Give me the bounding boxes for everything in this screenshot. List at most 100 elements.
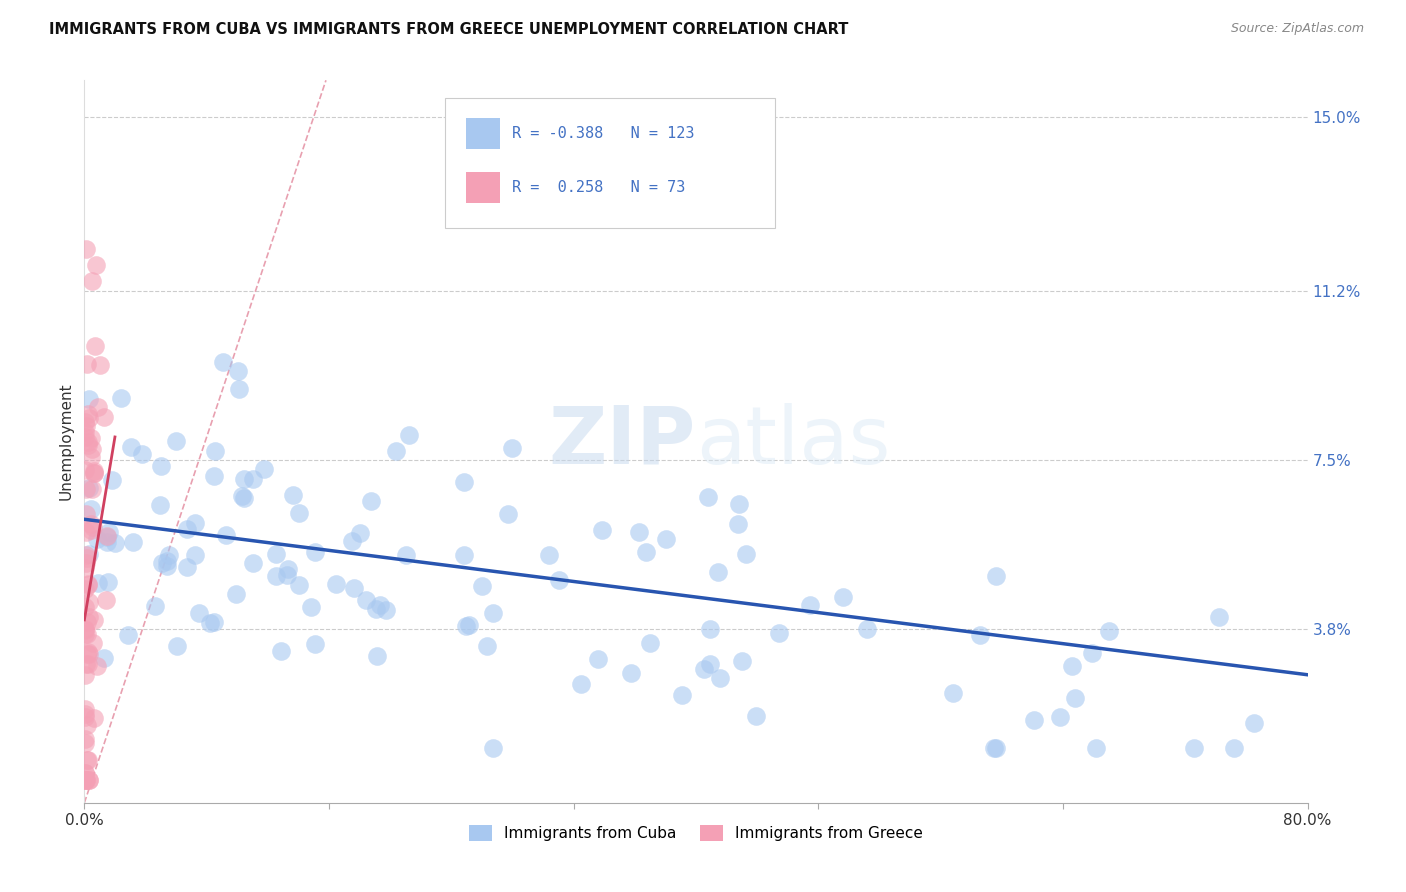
Point (86, 533, 108, 547)
Point (202, 615, 225, 629)
Point (83, 464, 105, 478)
Point (76, 407, 98, 421)
Point (165, 434, 187, 448)
Point (620, 665, 643, 680)
Point (1208, 609, 1230, 624)
Point (77, 594, 100, 608)
Point (77, 481, 100, 495)
Point (75, 622, 97, 636)
Point (288, 506, 311, 520)
Point (75, 772, 97, 787)
Point (82, 519, 104, 533)
Point (655, 533, 678, 547)
Point (77, 578, 100, 592)
Point (264, 569, 287, 583)
Text: Source: ZipAtlas.com: Source: ZipAtlas.com (1230, 22, 1364, 36)
Point (226, 364, 249, 378)
Point (80, 502, 103, 516)
Point (75, 549, 97, 563)
Point (75, 556, 97, 570)
Point (96, 528, 118, 542)
Point (75, 425, 97, 439)
Point (349, 525, 371, 540)
Point (87, 576, 110, 591)
Point (77, 647, 100, 661)
Point (75, 419, 97, 434)
Point (76, 550, 98, 565)
Point (75, 657, 97, 671)
Point (202, 469, 225, 483)
Point (671, 688, 693, 702)
Point (364, 602, 387, 616)
Point (84, 339, 107, 353)
Point (586, 652, 609, 666)
Point (498, 507, 520, 521)
Point (150, 556, 173, 570)
Point (231, 489, 253, 503)
Point (75, 710, 97, 724)
Point (569, 677, 592, 691)
Point (82, 635, 104, 649)
Point (83, 466, 105, 480)
Point (276, 567, 298, 582)
Point (120, 440, 142, 454)
Point (156, 554, 179, 568)
Point (75, 706, 97, 721)
Point (270, 644, 292, 658)
Point (93, 410, 115, 425)
Point (75, 600, 97, 615)
Point (75, 483, 97, 497)
Point (166, 639, 188, 653)
Point (84, 258, 107, 272)
Point (374, 603, 396, 617)
Point (325, 577, 347, 591)
Point (471, 579, 494, 593)
Point (76, 615, 98, 630)
Point (727, 517, 749, 532)
Point (97, 574, 120, 589)
Point (395, 549, 418, 563)
Point (87, 401, 110, 415)
Point (277, 562, 299, 576)
Point (453, 548, 475, 562)
Point (80, 442, 103, 456)
Point (76, 753, 98, 767)
Point (75, 429, 97, 443)
Point (242, 556, 264, 570)
Point (591, 524, 613, 538)
Point (942, 686, 965, 700)
Point (356, 592, 378, 607)
Point (232, 491, 254, 505)
Point (699, 657, 721, 671)
Point (75, 582, 97, 597)
Point (1022, 714, 1045, 728)
Point (77, 438, 100, 452)
Point (204, 444, 226, 458)
Point (149, 498, 172, 512)
Point (80, 431, 103, 445)
Point (76, 435, 98, 450)
Point (76, 718, 98, 732)
Point (225, 587, 247, 601)
Point (117, 628, 139, 642)
Point (475, 640, 498, 654)
Point (89, 358, 111, 372)
Point (1062, 659, 1084, 673)
Text: ZIP: ZIP (548, 402, 696, 481)
Point (77, 772, 100, 787)
Point (157, 548, 180, 562)
Point (638, 636, 661, 650)
Point (82, 274, 104, 288)
Point (215, 528, 238, 542)
Point (75, 765, 97, 780)
Point (75, 772, 97, 787)
Point (150, 458, 173, 473)
Point (184, 549, 207, 563)
Bar (465, 172, 501, 202)
Point (96, 530, 118, 544)
Text: R = -0.388   N = 123: R = -0.388 N = 123 (513, 126, 695, 141)
Point (731, 654, 754, 668)
Point (537, 548, 560, 562)
Point (831, 590, 853, 604)
Point (983, 740, 1005, 755)
